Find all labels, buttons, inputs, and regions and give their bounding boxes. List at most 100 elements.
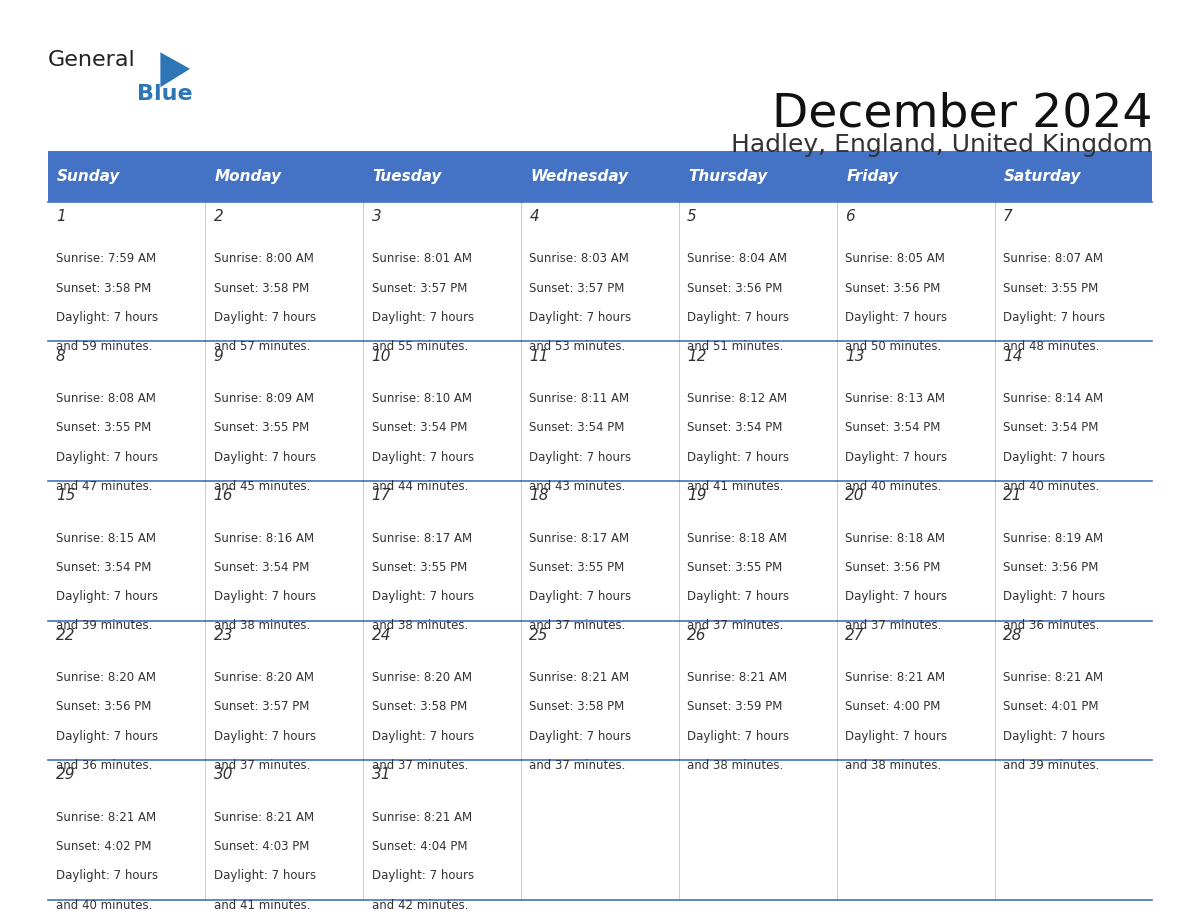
Text: Sunset: 3:57 PM: Sunset: 3:57 PM (372, 282, 467, 295)
Text: Daylight: 7 hours: Daylight: 7 hours (1003, 730, 1105, 743)
Text: and 37 minutes.: and 37 minutes. (687, 620, 784, 633)
Bar (206, 760, 364, 900)
Polygon shape (160, 52, 190, 87)
Text: Daylight: 7 hours: Daylight: 7 hours (530, 730, 632, 743)
Text: Sunrise: 7:59 AM: Sunrise: 7:59 AM (56, 252, 156, 265)
Text: Daylight: 7 hours: Daylight: 7 hours (214, 869, 316, 882)
Text: Sunset: 3:54 PM: Sunset: 3:54 PM (687, 421, 783, 434)
Text: Thursday: Thursday (688, 169, 767, 185)
Text: Sunrise: 8:10 AM: Sunrise: 8:10 AM (372, 392, 472, 405)
Text: and 59 minutes.: and 59 minutes. (56, 341, 152, 353)
Bar (48, 202, 206, 341)
Text: Wednesday: Wednesday (531, 169, 628, 185)
Text: and 37 minutes.: and 37 minutes. (530, 759, 626, 772)
Text: Daylight: 7 hours: Daylight: 7 hours (687, 730, 789, 743)
Bar (994, 760, 1152, 900)
Bar (836, 621, 994, 760)
Text: General: General (48, 50, 135, 71)
Text: 17: 17 (372, 488, 391, 503)
Bar (836, 341, 994, 481)
Text: 16: 16 (214, 488, 233, 503)
Text: Daylight: 7 hours: Daylight: 7 hours (56, 451, 158, 464)
Bar (678, 481, 836, 621)
Text: Sunrise: 8:14 AM: Sunrise: 8:14 AM (1003, 392, 1102, 405)
Text: 18: 18 (530, 488, 549, 503)
Text: Blue: Blue (137, 84, 192, 105)
Text: Daylight: 7 hours: Daylight: 7 hours (845, 311, 947, 324)
Text: Sunrise: 8:01 AM: Sunrise: 8:01 AM (372, 252, 472, 265)
Text: Daylight: 7 hours: Daylight: 7 hours (530, 311, 632, 324)
Text: Sunrise: 8:13 AM: Sunrise: 8:13 AM (845, 392, 944, 405)
Bar (994, 621, 1152, 760)
Text: and 37 minutes.: and 37 minutes. (214, 759, 310, 772)
Text: Sunset: 4:00 PM: Sunset: 4:00 PM (845, 700, 941, 713)
Text: Daylight: 7 hours: Daylight: 7 hours (845, 451, 947, 464)
Text: Sunset: 3:58 PM: Sunset: 3:58 PM (56, 282, 151, 295)
Text: 8: 8 (56, 349, 65, 364)
Text: and 36 minutes.: and 36 minutes. (56, 759, 152, 772)
Text: Sunset: 3:57 PM: Sunset: 3:57 PM (214, 700, 309, 713)
Text: 22: 22 (56, 628, 75, 643)
Text: and 36 minutes.: and 36 minutes. (1003, 620, 1099, 633)
Text: Sunset: 3:54 PM: Sunset: 3:54 PM (1003, 421, 1098, 434)
Text: Sunrise: 8:21 AM: Sunrise: 8:21 AM (56, 811, 156, 823)
Text: Sunrise: 8:04 AM: Sunrise: 8:04 AM (687, 252, 788, 265)
Text: and 55 minutes.: and 55 minutes. (372, 341, 468, 353)
Text: Monday: Monday (215, 169, 282, 185)
Text: and 41 minutes.: and 41 minutes. (687, 480, 784, 493)
Text: 5: 5 (687, 209, 697, 224)
Text: Sunset: 3:56 PM: Sunset: 3:56 PM (845, 282, 941, 295)
Text: and 41 minutes.: and 41 minutes. (214, 899, 310, 912)
Text: Sunset: 3:55 PM: Sunset: 3:55 PM (56, 421, 151, 434)
Bar (836, 760, 994, 900)
Text: and 40 minutes.: and 40 minutes. (56, 899, 152, 912)
Text: Sunrise: 8:20 AM: Sunrise: 8:20 AM (372, 671, 472, 684)
Text: Sunset: 3:55 PM: Sunset: 3:55 PM (1003, 282, 1098, 295)
Text: Sunrise: 8:18 AM: Sunrise: 8:18 AM (687, 532, 788, 544)
Text: and 50 minutes.: and 50 minutes. (845, 341, 941, 353)
Text: Sunset: 3:57 PM: Sunset: 3:57 PM (530, 282, 625, 295)
Bar (522, 341, 678, 481)
Text: Daylight: 7 hours: Daylight: 7 hours (372, 590, 474, 603)
Text: 23: 23 (214, 628, 233, 643)
Text: and 37 minutes.: and 37 minutes. (530, 620, 626, 633)
Text: Sunset: 3:56 PM: Sunset: 3:56 PM (687, 282, 783, 295)
Text: Sunrise: 8:20 AM: Sunrise: 8:20 AM (56, 671, 156, 684)
Text: Sunset: 3:58 PM: Sunset: 3:58 PM (530, 700, 625, 713)
Text: 27: 27 (845, 628, 865, 643)
Bar (836, 481, 994, 621)
Text: Sunset: 3:55 PM: Sunset: 3:55 PM (687, 561, 783, 574)
Text: Daylight: 7 hours: Daylight: 7 hours (56, 730, 158, 743)
Text: 12: 12 (687, 349, 707, 364)
Text: Daylight: 7 hours: Daylight: 7 hours (56, 311, 158, 324)
Text: Sunrise: 8:09 AM: Sunrise: 8:09 AM (214, 392, 314, 405)
Text: Sunset: 3:59 PM: Sunset: 3:59 PM (687, 700, 783, 713)
Bar (206, 341, 364, 481)
Text: Daylight: 7 hours: Daylight: 7 hours (530, 590, 632, 603)
Text: Sunrise: 8:18 AM: Sunrise: 8:18 AM (845, 532, 944, 544)
Text: 26: 26 (687, 628, 707, 643)
Text: Daylight: 7 hours: Daylight: 7 hours (530, 451, 632, 464)
Text: December 2024: December 2024 (772, 92, 1152, 137)
Text: Sunrise: 8:20 AM: Sunrise: 8:20 AM (214, 671, 314, 684)
Text: Daylight: 7 hours: Daylight: 7 hours (56, 590, 158, 603)
Text: Sunrise: 8:15 AM: Sunrise: 8:15 AM (56, 532, 156, 544)
Bar (48, 481, 206, 621)
Text: Sunset: 4:02 PM: Sunset: 4:02 PM (56, 840, 151, 853)
Text: 20: 20 (845, 488, 865, 503)
Text: Sunrise: 8:21 AM: Sunrise: 8:21 AM (372, 811, 472, 823)
Text: Sunrise: 8:21 AM: Sunrise: 8:21 AM (214, 811, 314, 823)
Text: 2: 2 (214, 209, 223, 224)
Text: and 38 minutes.: and 38 minutes. (372, 620, 468, 633)
Text: Sunset: 3:56 PM: Sunset: 3:56 PM (1003, 561, 1098, 574)
Text: Sunset: 3:55 PM: Sunset: 3:55 PM (214, 421, 309, 434)
Text: 29: 29 (56, 767, 75, 782)
Text: Daylight: 7 hours: Daylight: 7 hours (687, 311, 789, 324)
Text: Daylight: 7 hours: Daylight: 7 hours (1003, 451, 1105, 464)
Text: and 38 minutes.: and 38 minutes. (214, 620, 310, 633)
Bar (522, 621, 678, 760)
Text: Sunset: 4:03 PM: Sunset: 4:03 PM (214, 840, 309, 853)
Text: Sunset: 3:54 PM: Sunset: 3:54 PM (530, 421, 625, 434)
Text: Sunrise: 8:19 AM: Sunrise: 8:19 AM (1003, 532, 1102, 544)
Text: and 45 minutes.: and 45 minutes. (214, 480, 310, 493)
